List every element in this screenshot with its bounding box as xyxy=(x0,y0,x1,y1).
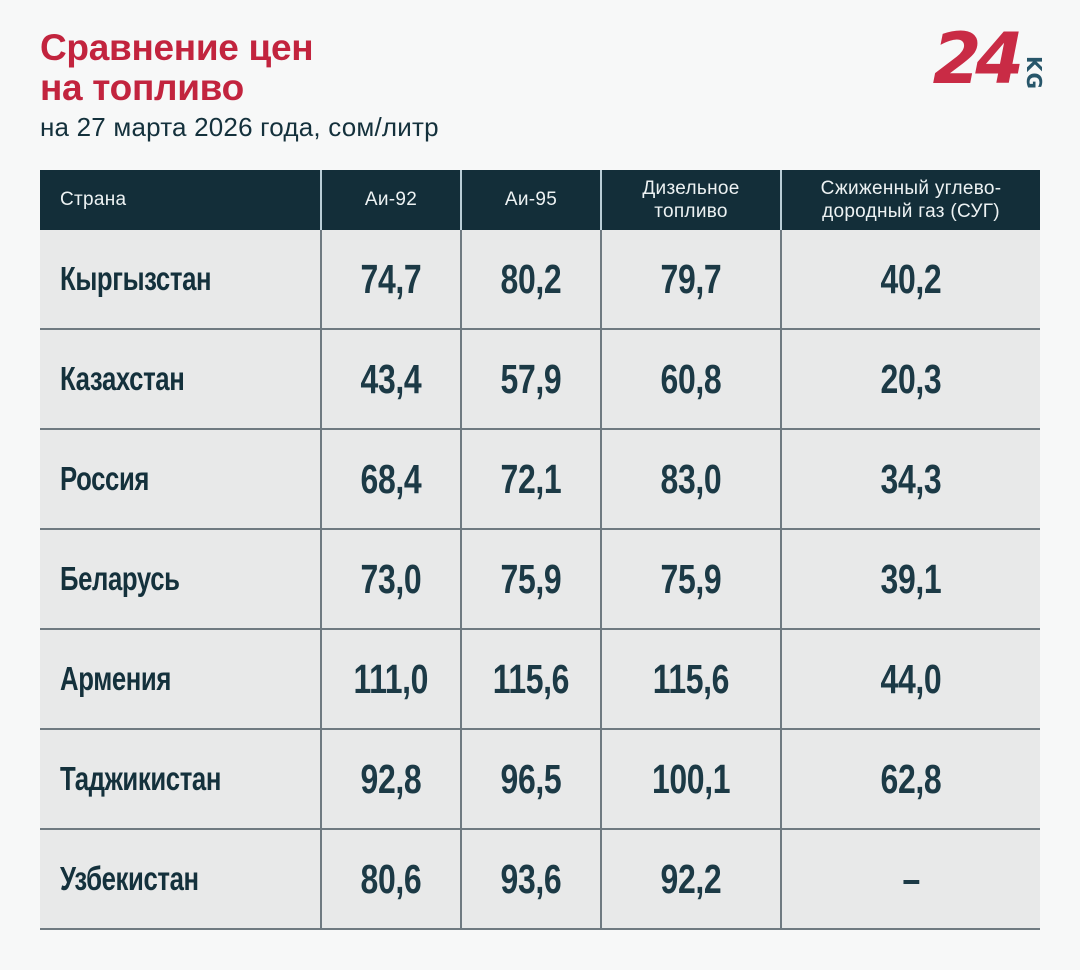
value-cell-1-2: 57,9 xyxy=(462,330,602,430)
value-cell-4-3: 115,6 xyxy=(602,630,782,730)
value-cell-6-4: – xyxy=(782,830,1040,930)
country-cell-2-0: Россия xyxy=(40,430,322,530)
value-cell-1-1: 43,4 xyxy=(322,330,462,430)
value-cell-4-2: 115,6 xyxy=(462,630,602,730)
value-cell-2-2: 72,1 xyxy=(462,430,602,530)
value-cell-4-4: 44,0 xyxy=(782,630,1040,730)
value-cell-2-1: 68,4 xyxy=(322,430,462,530)
column-header-4: Сжиженный углево- дородный газ (СУГ) xyxy=(782,170,1040,230)
title-line-2: на топливо xyxy=(40,66,244,108)
value-cell-2-4: 34,3 xyxy=(782,430,1040,530)
value-cell-0-3: 79,7 xyxy=(602,230,782,330)
value-cell-5-3: 100,1 xyxy=(602,730,782,830)
value-cell-2-3: 83,0 xyxy=(602,430,782,530)
value-cell-1-3: 60,8 xyxy=(602,330,782,430)
value-cell-1-4: 20,3 xyxy=(782,330,1040,430)
subtitle: на 27 марта 2026 года, сом/литр xyxy=(40,112,439,142)
value-cell-5-2: 96,5 xyxy=(462,730,602,830)
column-header-2: Аи-95 xyxy=(462,170,602,230)
page-title: Сравнение цен на топливо xyxy=(40,27,314,108)
country-cell-1-0: Казахстан xyxy=(40,330,322,430)
value-cell-5-4: 62,8 xyxy=(782,730,1040,830)
value-cell-0-2: 80,2 xyxy=(462,230,602,330)
value-cell-6-3: 92,2 xyxy=(602,830,782,930)
country-cell-0-0: Кыргызстан xyxy=(40,230,322,330)
value-cell-6-2: 93,6 xyxy=(462,830,602,930)
value-cell-4-1: 111,0 xyxy=(322,630,462,730)
value-cell-3-2: 75,9 xyxy=(462,530,602,630)
country-cell-4-0: Армения xyxy=(40,630,322,730)
value-cell-6-1: 80,6 xyxy=(322,830,462,930)
country-cell-5-0: Таджикистан xyxy=(40,730,322,830)
column-header-1: Аи-92 xyxy=(322,170,462,230)
country-cell-6-0: Узбекистан xyxy=(40,830,322,930)
logo-24kg: 24 KG xyxy=(932,18,1046,100)
value-cell-3-3: 75,9 xyxy=(602,530,782,630)
column-header-3: Дизельное топливо xyxy=(602,170,782,230)
value-cell-0-1: 74,7 xyxy=(322,230,462,330)
country-cell-3-0: Беларусь xyxy=(40,530,322,630)
value-cell-3-4: 39,1 xyxy=(782,530,1040,630)
title-line-1: Сравнение цен xyxy=(40,27,314,68)
value-cell-0-4: 40,2 xyxy=(782,230,1040,330)
value-cell-3-1: 73,0 xyxy=(322,530,462,630)
fuel-price-table: Страна Аи-92 Аи-95 Дизельное топливо Сжиженн… xyxy=(40,170,1040,930)
logo-24-text: 24 xyxy=(932,18,1024,100)
value-cell-5-1: 92,8 xyxy=(322,730,462,830)
logo-kg-text: KG xyxy=(1022,55,1046,90)
column-header-0: Страна xyxy=(40,170,322,230)
